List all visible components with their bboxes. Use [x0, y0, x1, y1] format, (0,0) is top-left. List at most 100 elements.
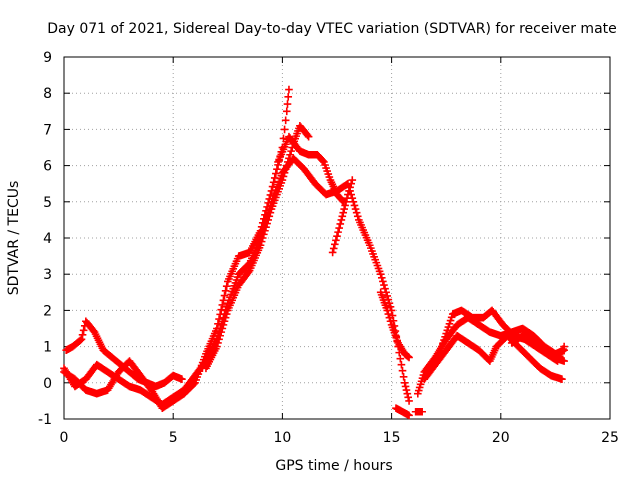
- data-point: [343, 194, 351, 202]
- data-point: [342, 198, 350, 206]
- data-point: [325, 173, 334, 181]
- data-point: [365, 241, 374, 250]
- data-point: [283, 100, 292, 108]
- data-point: [285, 154, 293, 163]
- data-point: [349, 198, 358, 206]
- data-point: [322, 164, 330, 172]
- data-point: [398, 366, 407, 375]
- data-point: [416, 380, 425, 389]
- data-point: [258, 234, 267, 242]
- data-point: [216, 331, 224, 340]
- y-tick-label: 5: [43, 195, 52, 211]
- data-point: [442, 329, 450, 338]
- y-tick-label: 7: [43, 122, 52, 138]
- y-tick-label: 3: [43, 267, 52, 283]
- data-point: [222, 310, 231, 318]
- data-point: [275, 184, 283, 193]
- data-point: [217, 328, 226, 336]
- data-point: [338, 196, 347, 205]
- data-point: [324, 170, 333, 178]
- data-point: [444, 323, 453, 331]
- data-point: [438, 342, 446, 351]
- data-point: [335, 224, 343, 232]
- data-point: [262, 223, 270, 231]
- data-point: [321, 161, 329, 169]
- x-tick-label: 10: [273, 430, 291, 446]
- data-point: [282, 107, 291, 116]
- y-tick-label: 2: [43, 303, 52, 319]
- data-point: [214, 339, 222, 347]
- data-point: [339, 208, 348, 217]
- data-point: [257, 237, 266, 246]
- data-point: [329, 244, 338, 253]
- data-point: [386, 317, 395, 326]
- data-point: [418, 407, 426, 416]
- data-point: [319, 157, 327, 165]
- data-point: [383, 292, 392, 300]
- data-point: [219, 321, 228, 329]
- data-point: [260, 230, 268, 239]
- data-point: [380, 281, 388, 289]
- data-point: [384, 310, 393, 318]
- data-point: [404, 393, 412, 402]
- data-point: [350, 201, 359, 210]
- data-point: [341, 201, 349, 210]
- data-point: [370, 253, 378, 261]
- y-tick-label: 8: [43, 86, 52, 102]
- data-point: [352, 208, 361, 217]
- data-point: [333, 232, 341, 240]
- data-point: [383, 306, 392, 315]
- data-point: [402, 386, 411, 394]
- data-point: [415, 383, 424, 392]
- data-point: [328, 248, 337, 257]
- data-point: [218, 301, 227, 309]
- data-point: [401, 382, 410, 391]
- data-point: [213, 342, 221, 351]
- data-point: [281, 165, 290, 174]
- data-point: [376, 270, 385, 278]
- x-axis-label: GPS time / hours: [275, 458, 392, 474]
- data-point: [222, 282, 231, 290]
- y-tick-label: 6: [43, 159, 52, 175]
- data-point: [256, 241, 265, 250]
- x-tick-label: 5: [169, 430, 178, 446]
- data-point: [371, 255, 380, 264]
- data-point: [396, 354, 405, 363]
- data-point: [276, 182, 285, 190]
- data-point: [440, 336, 448, 344]
- data-point: [269, 199, 278, 208]
- data-point: [287, 147, 295, 155]
- data-point: [286, 150, 294, 159]
- x-tick-label: 25: [601, 430, 619, 446]
- x-tick-label: 20: [492, 430, 510, 446]
- data-point: [304, 132, 313, 141]
- data-point: [273, 165, 281, 174]
- data-point: [353, 212, 362, 221]
- data-point: [443, 326, 452, 335]
- data-point: [265, 212, 274, 221]
- data-point: [273, 190, 281, 199]
- data-point: [79, 326, 88, 335]
- data-point: [405, 397, 413, 405]
- data-point: [261, 226, 269, 235]
- x-tick-label: 15: [383, 430, 401, 446]
- data-point: [372, 258, 381, 267]
- data-point: [332, 236, 340, 245]
- data-point: [348, 176, 357, 184]
- data-point: [277, 179, 286, 187]
- data-point: [397, 360, 406, 369]
- data-point: [274, 187, 282, 196]
- data-point: [445, 319, 454, 328]
- data-point: [405, 411, 413, 420]
- data-point: [374, 264, 383, 273]
- data-point: [558, 375, 566, 383]
- axis-ticks: 0 5 10 15 20 25 -1 0 1 2 3 4 5 6 7 8 9: [38, 50, 619, 446]
- data-point: [400, 379, 409, 387]
- data-point: [439, 339, 447, 348]
- data-point: [178, 375, 186, 383]
- data-point: [78, 331, 87, 339]
- data-point: [221, 313, 230, 322]
- data-point: [334, 228, 342, 236]
- data-point: [77, 335, 86, 344]
